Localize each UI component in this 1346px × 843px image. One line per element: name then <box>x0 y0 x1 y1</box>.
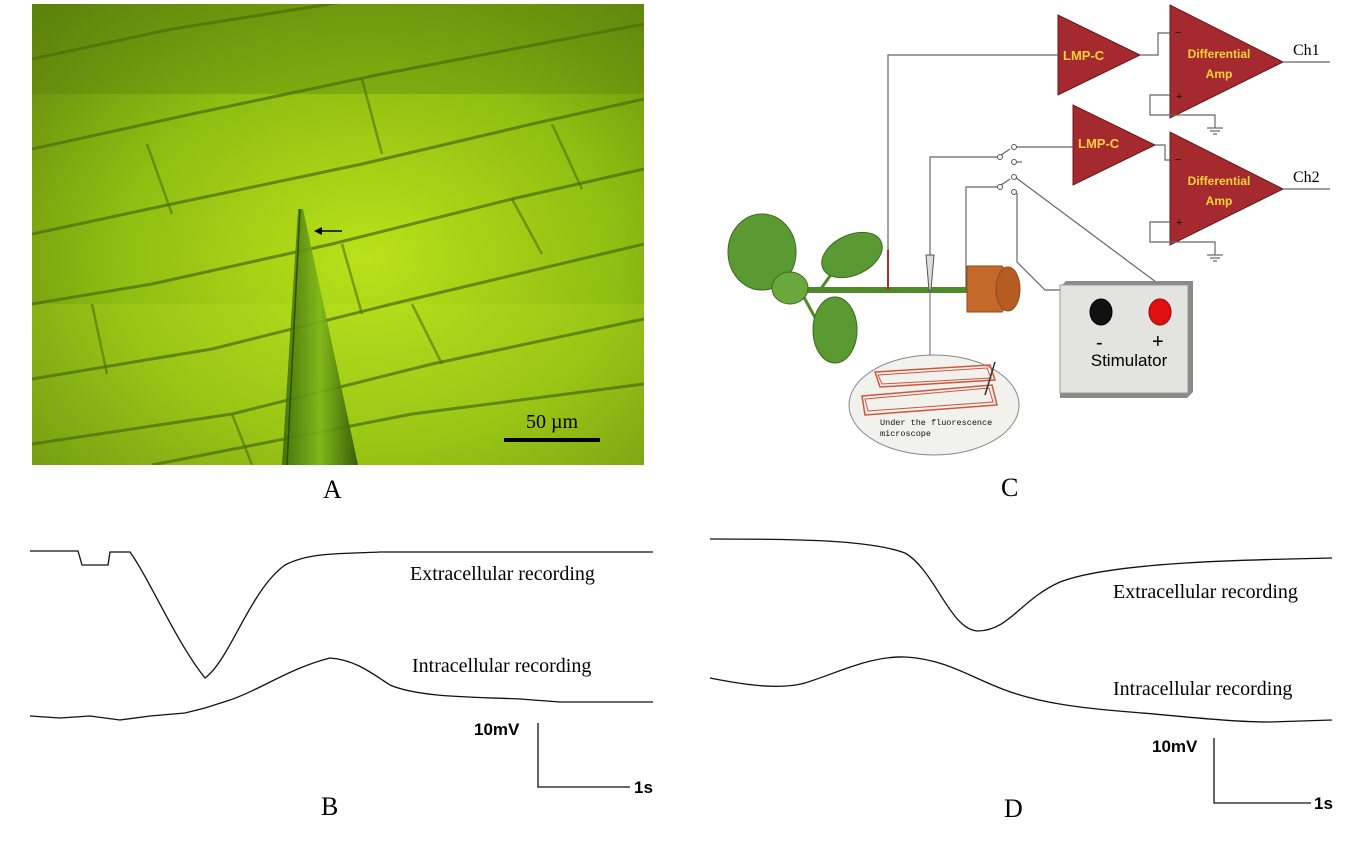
panel-letter-c: C <box>1001 473 1019 502</box>
extracellular-trace-b <box>30 550 653 679</box>
panel-letter-b: B <box>321 792 339 821</box>
lmp-c-amp-2 <box>1072 104 1157 186</box>
intracellular-label-d: Intracellular recording <box>1113 678 1292 700</box>
intracellular-trace-b <box>29 657 653 721</box>
amp-plus-2: + <box>1176 217 1182 229</box>
extracellular-label-b: Extracellular recording <box>410 563 595 585</box>
extracellular-label-d: Extracellular recording <box>1113 581 1298 603</box>
amp-row-ch1: LMP-C Differential Amp − + Ch1 <box>1057 4 1320 119</box>
intracellular-trace-d <box>709 656 1333 723</box>
diff-amp-label-1b: Amp <box>1206 67 1233 81</box>
scale-bar-d: 10mV 1s <box>1152 737 1333 813</box>
stimulator-minus-terminal <box>1089 298 1113 326</box>
lmp-c-label-2: LMP-C <box>1078 136 1120 151</box>
plant-illustration <box>727 213 1021 372</box>
scale-voltage-b: 10mV <box>474 720 520 739</box>
microscope-label-2: microscope <box>880 429 931 439</box>
scale-bar-label: 50 µm <box>526 411 579 433</box>
panel-d-traces: Extracellular recording Intracellular re… <box>709 538 1333 723</box>
microscope-inset: Under the fluorescence microscope <box>848 354 1020 456</box>
panel-a: 50 µm <box>32 4 644 465</box>
scale-bar-b: 10mV 1s <box>474 720 653 797</box>
panel-c-schematic: LMP-C Differential Amp − + Ch1 LMP-C Dif… <box>727 4 1330 456</box>
amp-minus-1: − <box>1175 27 1181 39</box>
intracellular-label-b: Intracellular recording <box>412 655 591 677</box>
panel-letter-d: D <box>1004 794 1023 823</box>
panel-b-traces: Extracellular recording Intracellular re… <box>29 550 653 721</box>
diff-amp-label-2b: Amp <box>1206 194 1233 208</box>
scale-time-b: 1s <box>634 778 653 797</box>
diff-amp-label-2a: Differential <box>1188 174 1251 188</box>
differential-amp-2 <box>1169 131 1285 246</box>
stimulator-minus-label: - <box>1096 332 1103 354</box>
stimulator-plus-terminal <box>1148 298 1172 326</box>
panel-letter-a: A <box>323 475 342 504</box>
extracellular-trace-d <box>709 538 1333 632</box>
micrograph-image: 50 µm <box>32 4 644 465</box>
stimulator-label: Stimulator <box>1091 351 1168 370</box>
channel-label-ch1: Ch1 <box>1293 42 1320 59</box>
scale-voltage-d: 10mV <box>1152 737 1198 756</box>
scale-time-d: 1s <box>1314 794 1333 813</box>
wiring <box>887 32 1330 291</box>
diff-amp-label-1a: Differential <box>1188 47 1251 61</box>
amp-plus-1: + <box>1176 91 1182 103</box>
stimulator-plus-label: + <box>1152 331 1164 353</box>
amp-row-ch2: LMP-C Differential Amp − + Ch2 <box>1072 104 1320 246</box>
stimulator-box: - + Stimulator <box>1059 281 1193 398</box>
differential-amp-1 <box>1169 4 1285 119</box>
amp-minus-2: − <box>1175 154 1181 166</box>
microscope-label-1: Under the fluorescence <box>880 418 992 428</box>
channel-label-ch2: Ch2 <box>1293 169 1320 186</box>
lmp-c-label-1: LMP-C <box>1063 48 1105 63</box>
